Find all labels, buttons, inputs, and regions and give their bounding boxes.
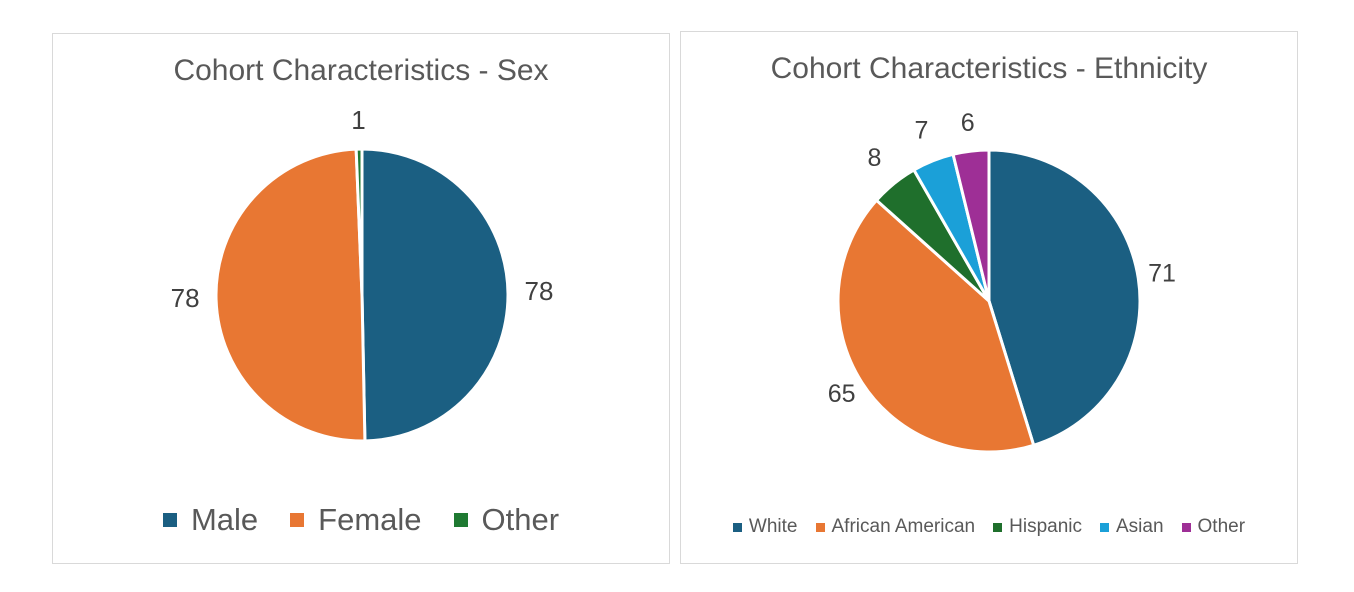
legend-swatch — [453, 513, 468, 527]
legend-label: Other — [1197, 516, 1246, 537]
pie-slice-other — [354, 147, 364, 297]
legend-label: Male — [190, 502, 259, 537]
legend-swatch — [162, 513, 177, 527]
ethnicity-chart-panel: Cohort Characteristics - Ethnicity 71 65 8… — [680, 31, 1298, 564]
pie-slice-female — [214, 147, 367, 443]
legend-label: African American — [831, 516, 976, 537]
sex-pie-chart: 78 78 1 — [171, 105, 554, 443]
legend-swatch — [1100, 522, 1109, 532]
chart-title: Cohort Characteristics - Sex — [173, 54, 549, 87]
legend-label: Hispanic — [1009, 516, 1082, 537]
chart-title: Cohort Characteristics - Ethnicity — [770, 52, 1208, 85]
legend-label: Asian — [1116, 516, 1164, 537]
legend-label: Female — [318, 502, 422, 537]
legend-item-hispanic: Hispanic — [993, 516, 1082, 538]
data-label-female: 78 — [171, 283, 200, 313]
data-label-male: 78 — [525, 276, 554, 306]
legend-item-other: Other — [453, 502, 560, 538]
legend-item-african-american: African American — [815, 516, 976, 538]
legend-swatch — [290, 513, 305, 527]
ethnicity-pie-chart: 71 65 8 7 6 — [828, 109, 1176, 454]
data-label-hispanic: 8 — [868, 144, 882, 172]
legend-swatch — [815, 522, 825, 532]
legend-item-asian: Asian — [1100, 516, 1164, 538]
legend-item-female: Female — [290, 502, 422, 538]
data-label-white: 71 — [1148, 259, 1176, 287]
pie-slice-other — [951, 148, 991, 303]
legend-item-other: Other — [1181, 516, 1246, 538]
legend-label: White — [748, 516, 798, 537]
legend-swatch — [732, 522, 742, 532]
legend-item-male: Male — [162, 502, 259, 538]
sex-chart-panel: Cohort Characteristics - Sex 78 78 1 Male F… — [52, 33, 670, 564]
sex-legend: Male Female Other — [53, 502, 669, 538]
data-label-asian: 7 — [915, 117, 929, 145]
legend-swatch — [993, 522, 1003, 532]
legend-item-white: White — [732, 516, 798, 538]
legend-label: Other — [481, 502, 560, 537]
pie-slice-african-american — [836, 198, 1036, 454]
ethnicity-legend: White African American Hispanic Asian Other — [681, 516, 1297, 538]
data-label-african-american: 65 — [828, 380, 856, 408]
data-label-other: 1 — [351, 105, 365, 135]
data-label-other: 6 — [961, 109, 975, 137]
legend-swatch — [1181, 522, 1191, 532]
pie-slice-male — [360, 147, 510, 443]
pie-slice-white — [987, 148, 1142, 447]
